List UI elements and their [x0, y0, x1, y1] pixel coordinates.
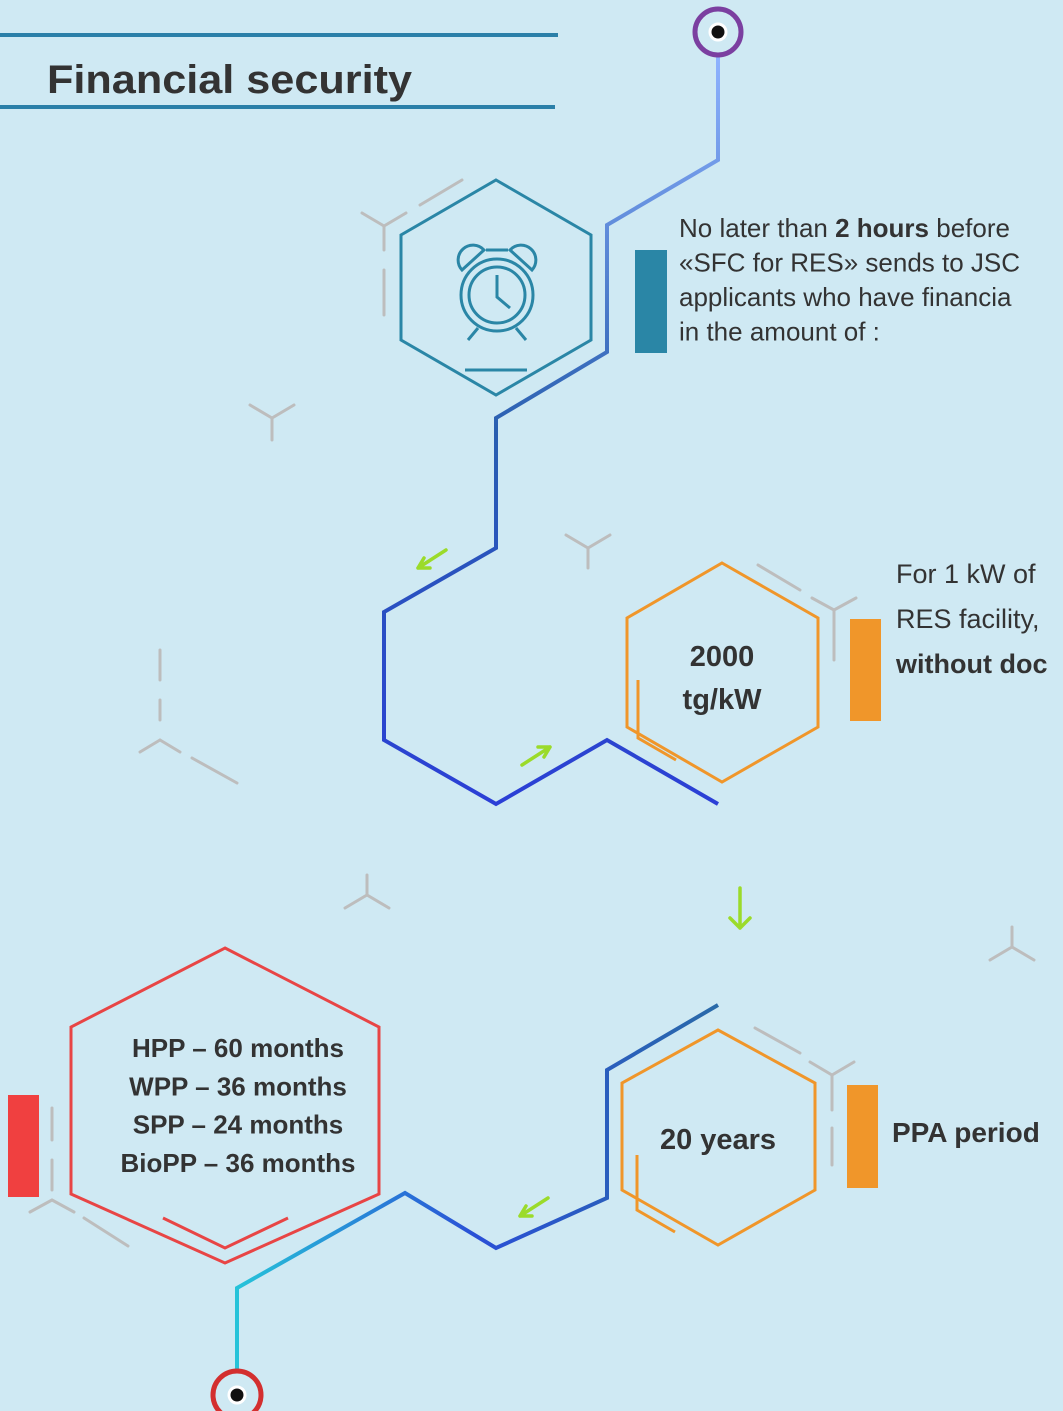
description-line: For 1 kW of — [896, 559, 1036, 589]
description-line: PPA period — [892, 1117, 1040, 1148]
hexagon-label: SPP – 24 months — [133, 1110, 344, 1140]
description-line: applicants who have financia — [679, 282, 1012, 312]
hexagon-label: HPP – 60 months — [132, 1033, 344, 1063]
hexagon-label: WPP – 36 months — [129, 1071, 347, 1101]
text-marker — [847, 1085, 878, 1188]
text-segment: RES facility, — [896, 604, 1040, 634]
texts: No later than 2 hours before «SFC for RES… — [120, 213, 1047, 1178]
end-dot — [227, 1385, 247, 1405]
start-node — [692, 6, 744, 58]
text-segment: PPA period — [892, 1117, 1040, 1148]
hexagon — [69, 946, 381, 1265]
hexagon-accent — [635, 1155, 676, 1234]
text-marker — [635, 250, 667, 353]
hexagon-label: 2000 — [690, 641, 755, 673]
connector — [382, 55, 720, 807]
end-node — [210, 1368, 264, 1411]
description-line: «SFC for RES» sends to JSC — [679, 248, 1020, 278]
text-segment: For 1 kW of — [896, 559, 1036, 589]
arrow — [416, 548, 448, 570]
text-marker — [8, 1095, 39, 1197]
arrow — [728, 886, 752, 930]
connector — [235, 1003, 720, 1372]
text-segment: No later than — [679, 213, 835, 243]
description-line: No later than 2 hours before — [679, 213, 1010, 243]
title: Financial security — [47, 58, 413, 102]
text-segment: without doc — [895, 649, 1047, 679]
text-marker — [850, 619, 881, 721]
hexagon-label: tg/kW — [683, 684, 763, 716]
description-line: without doc — [895, 649, 1047, 679]
hexagon-accent — [162, 1216, 289, 1250]
hexagon — [620, 1028, 817, 1247]
hexagon — [399, 178, 593, 397]
description-line: RES facility, — [896, 604, 1040, 634]
text-segment: 2 hours — [835, 213, 929, 243]
description-line: in the amount of : — [679, 317, 880, 347]
text-segment: applicants who have financia — [679, 282, 1012, 312]
decorations — [28, 178, 1036, 1248]
hexagon-label: BioPP – 36 months — [120, 1148, 355, 1178]
hexagon-accent — [636, 680, 677, 762]
arrow — [518, 1196, 550, 1218]
hexagon-label: 20 years — [660, 1124, 776, 1156]
clock-icon — [456, 243, 538, 341]
text-segment: «SFC for RES» sends to JSC — [679, 248, 1020, 278]
text-segment: before — [929, 213, 1010, 243]
hexagon — [625, 561, 820, 784]
arrow — [520, 745, 552, 767]
start-dot — [708, 22, 728, 42]
text-segment: in the amount of : — [679, 317, 880, 347]
